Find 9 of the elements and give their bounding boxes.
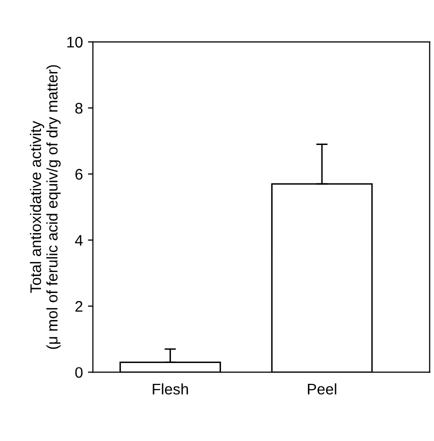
y-tick-label: 10 <box>67 36 83 48</box>
y-tick-label: 4 <box>75 235 83 246</box>
y-axis-title: Total antioxidative activity (μ mol of ferulic acid equiv/g of dry matter) <box>30 65 61 349</box>
y-tick-label: 0 <box>75 367 83 378</box>
y-tick-label: 6 <box>75 168 82 180</box>
y-tick-label: 2 <box>75 301 82 312</box>
y-tick-label: 8 <box>75 102 82 114</box>
x-tick-label: Flesh <box>152 383 188 395</box>
x-tick-label: Peel <box>308 383 336 395</box>
